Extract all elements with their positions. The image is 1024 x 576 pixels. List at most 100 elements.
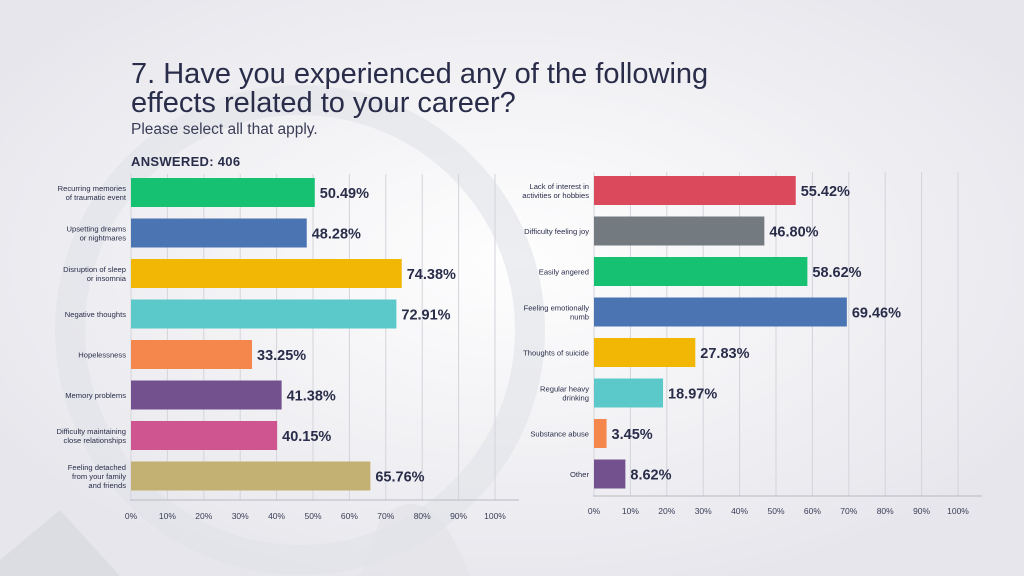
category-label-line: Difficulty maintaining (56, 427, 126, 436)
title-line-2: effects related to your career? (131, 87, 516, 119)
x-tick-label: 30% (232, 511, 249, 521)
category-label: Difficulty maintaining close relationship… (56, 427, 126, 445)
category-label: Hopelessness (78, 350, 126, 359)
category-label: Thoughts of suicide (523, 348, 589, 357)
category-label-line: Disruption of sleep (63, 265, 126, 274)
category-label-line: Hopelessness (78, 350, 126, 359)
bar (594, 419, 607, 448)
answered-count: ANSWERED: 406 (131, 154, 241, 169)
category-label-line: Memory problems (65, 391, 126, 400)
data-label: 55.42% (801, 184, 850, 200)
bar (131, 178, 315, 207)
x-tick-label: 60% (341, 511, 358, 521)
x-tick-label: 30% (695, 506, 712, 516)
page-title: 7. Have you experienced any of the follo… (131, 60, 851, 118)
category-label: Lack of interest in activities or hobbies (522, 182, 589, 200)
chart-2: 0% 10% 20% 30% 40% 50% 60% 70% 80% 90% 100% 55.42% L… (522, 172, 982, 516)
category-label: Negative thoughts (65, 310, 126, 319)
category-label: Memory problems (65, 391, 126, 400)
category-label-line: Upsetting dreams (66, 224, 126, 233)
data-label: 27.83% (700, 346, 749, 362)
data-label: 8.62% (630, 468, 671, 484)
x-tick-label: 90% (450, 511, 467, 521)
x-tick-label: 50% (304, 511, 321, 521)
data-label: 50.49% (320, 186, 369, 202)
category-label: Recurring memories of traumatic event (58, 184, 127, 202)
category-label: Difficulty feeling joy (524, 227, 589, 236)
data-label: 58.62% (812, 265, 861, 281)
x-tick-label: 50% (767, 506, 784, 516)
bar (131, 461, 371, 491)
data-label: 18.97% (668, 387, 717, 403)
category-label: Disruption of sleep or insomnia (63, 265, 127, 283)
category-label: Feeling emotionally numb (524, 303, 590, 321)
category-label-line: from your family (72, 472, 126, 481)
category-label-line: Easily angered (539, 267, 589, 276)
x-tick-label: 90% (913, 506, 930, 516)
category-label-line: or insomnia (87, 274, 127, 283)
data-label: 65.76% (375, 470, 424, 486)
bar (131, 380, 282, 410)
category-label: Easily angered (539, 267, 589, 276)
x-tick-label: 100% (484, 511, 506, 521)
category-label: Feeling detached from your family and frie… (68, 463, 126, 490)
data-label: 46.80% (769, 225, 818, 241)
bar (594, 176, 796, 205)
category-label-line: Thoughts of suicide (523, 348, 589, 357)
category-label-line: and friends (88, 481, 126, 490)
x-tick-label: 80% (414, 511, 431, 521)
bar (131, 421, 278, 450)
category-label: Upsetting dreams or nightmares (66, 224, 126, 242)
bar (594, 216, 765, 246)
bar (131, 340, 253, 369)
chart-1: 0% 10% 20% 30% 40% 50% 60% 70% 80% 90% 100% 50.49% R… (56, 174, 519, 521)
category-label: Substance abuse (530, 429, 589, 438)
x-tick-label: 40% (268, 511, 285, 521)
data-label: 74.38% (407, 267, 456, 283)
data-label: 33.25% (257, 348, 306, 364)
data-label: 69.46% (852, 306, 901, 322)
category-label-line: Regular heavy (540, 384, 589, 393)
x-tick-label: 70% (840, 506, 857, 516)
category-label-line: Substance abuse (530, 429, 589, 438)
bar (131, 259, 402, 288)
category-label-line: close relationships (64, 436, 127, 445)
bar (594, 338, 696, 367)
category-label-line: Feeling detached (68, 463, 126, 472)
x-tick-label: 0% (588, 506, 601, 516)
category-label-line: Negative thoughts (65, 310, 126, 319)
bar (131, 218, 307, 248)
bar (131, 299, 397, 329)
category-label-line: or nightmares (80, 233, 127, 242)
bar (594, 378, 664, 408)
x-tick-label: 0% (125, 511, 138, 521)
category-label-line: Feeling emotionally (524, 303, 590, 312)
x-tick-label: 20% (195, 511, 212, 521)
category-label-line: Lack of interest in (529, 182, 589, 191)
bar (594, 459, 626, 489)
x-tick-label: 80% (877, 506, 894, 516)
bar (594, 257, 808, 286)
data-label: 3.45% (612, 427, 653, 443)
x-tick-label: 100% (947, 506, 969, 516)
x-tick-label: 20% (658, 506, 675, 516)
category-label-line: numb (570, 312, 589, 321)
category-label-line: Other (570, 470, 589, 479)
x-tick-label: 10% (159, 511, 176, 521)
category-label-line: Difficulty feeling joy (524, 227, 589, 236)
data-label: 72.91% (401, 308, 450, 324)
x-tick-label: 70% (377, 511, 394, 521)
title-line-1: 7. Have you experienced any of the follo… (131, 58, 709, 90)
category-label: Other (570, 470, 589, 479)
category-label-line: activities or hobbies (522, 191, 589, 200)
category-label: Regular heavy drinking (540, 384, 589, 402)
page-subtitle: Please select all that apply. (131, 121, 318, 138)
category-label-line: drinking (562, 393, 589, 402)
x-tick-label: 40% (731, 506, 748, 516)
category-label-line: Recurring memories (58, 184, 127, 193)
data-label: 48.28% (312, 227, 361, 243)
x-tick-label: 10% (622, 506, 639, 516)
data-label: 41.38% (287, 389, 336, 405)
x-tick-label: 60% (804, 506, 821, 516)
